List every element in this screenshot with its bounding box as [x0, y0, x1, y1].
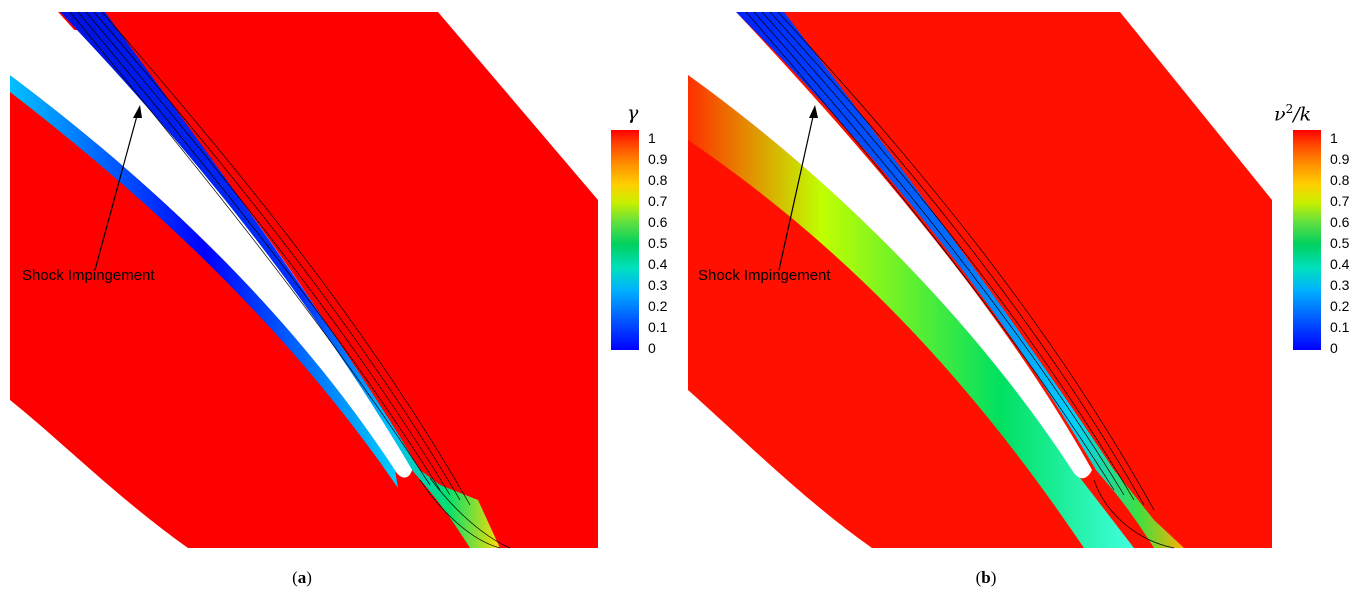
- colorbar-tick: 0.1: [1330, 319, 1350, 335]
- lower-boundary-layer: [10, 75, 398, 488]
- colorbar: [611, 130, 639, 350]
- colorbar-tick: 1: [1330, 130, 1338, 146]
- annotation-arrow: [94, 111, 139, 271]
- upper-boundary-layer: [60, 12, 500, 548]
- colorbar-title: ν2/k: [1274, 102, 1312, 126]
- blade-interior: [688, 12, 1092, 479]
- annotation-arrow: [778, 111, 815, 271]
- colorbar-tick: 0.4: [648, 256, 668, 272]
- colorbar-tick: 0.2: [1330, 298, 1350, 314]
- colorbar-tick: 0.9: [648, 151, 668, 167]
- blade-interior: [10, 12, 412, 478]
- contour-plot-a: [10, 11, 598, 549]
- colorbar-tick: 0.3: [648, 277, 668, 293]
- colorbar-tick: 0.7: [648, 193, 668, 209]
- colorbar-tick: 0.9: [1330, 151, 1350, 167]
- annotation-label: Shock Impingement: [22, 267, 155, 284]
- colorbar-tick: 0.3: [1330, 277, 1350, 293]
- panel-caption-a: (a): [292, 568, 312, 587]
- contour-plot-b: [688, 11, 1272, 549]
- colorbar-tick: 0.1: [648, 319, 668, 335]
- colorbar-tick: 0: [1330, 340, 1338, 356]
- arrow-head: [133, 105, 142, 118]
- annotation-label: Shock Impingement: [698, 267, 831, 284]
- colorbar-tick: 0.5: [1330, 235, 1350, 251]
- contour-panel-a: Shock Impingement γ 1 0.9 0.8 0.7 0.6 0.…: [10, 11, 668, 587]
- colorbar-tick: 0.5: [648, 235, 668, 251]
- colorbar-title: γ: [627, 102, 639, 124]
- streamlines: [69, 11, 511, 549]
- colorbar-tick: 0.8: [1330, 172, 1350, 188]
- colorbar-tick: 0: [648, 340, 656, 356]
- colorbar-tick: 0.6: [1330, 214, 1350, 230]
- colorbar-tick: 0.8: [648, 172, 668, 188]
- contour-panel-b: Shock Impingement ν2/k 1 0.9 0.8 0.7 0.6…: [684, 0, 1368, 597]
- colorbar-tick: 0.4: [1330, 256, 1350, 272]
- colorbar-tick: 1: [648, 130, 656, 146]
- colorbar: [1293, 130, 1321, 350]
- colorbar-tick: 0.2: [648, 298, 668, 314]
- panel-caption-b: (b): [975, 568, 997, 587]
- colorbar-tick: 0.7: [1330, 193, 1350, 209]
- colorbar-tick: 0.6: [648, 214, 668, 230]
- arrow-head: [809, 105, 818, 118]
- streamlines: [745, 11, 1175, 549]
- lower-boundary-layer: [688, 75, 1134, 548]
